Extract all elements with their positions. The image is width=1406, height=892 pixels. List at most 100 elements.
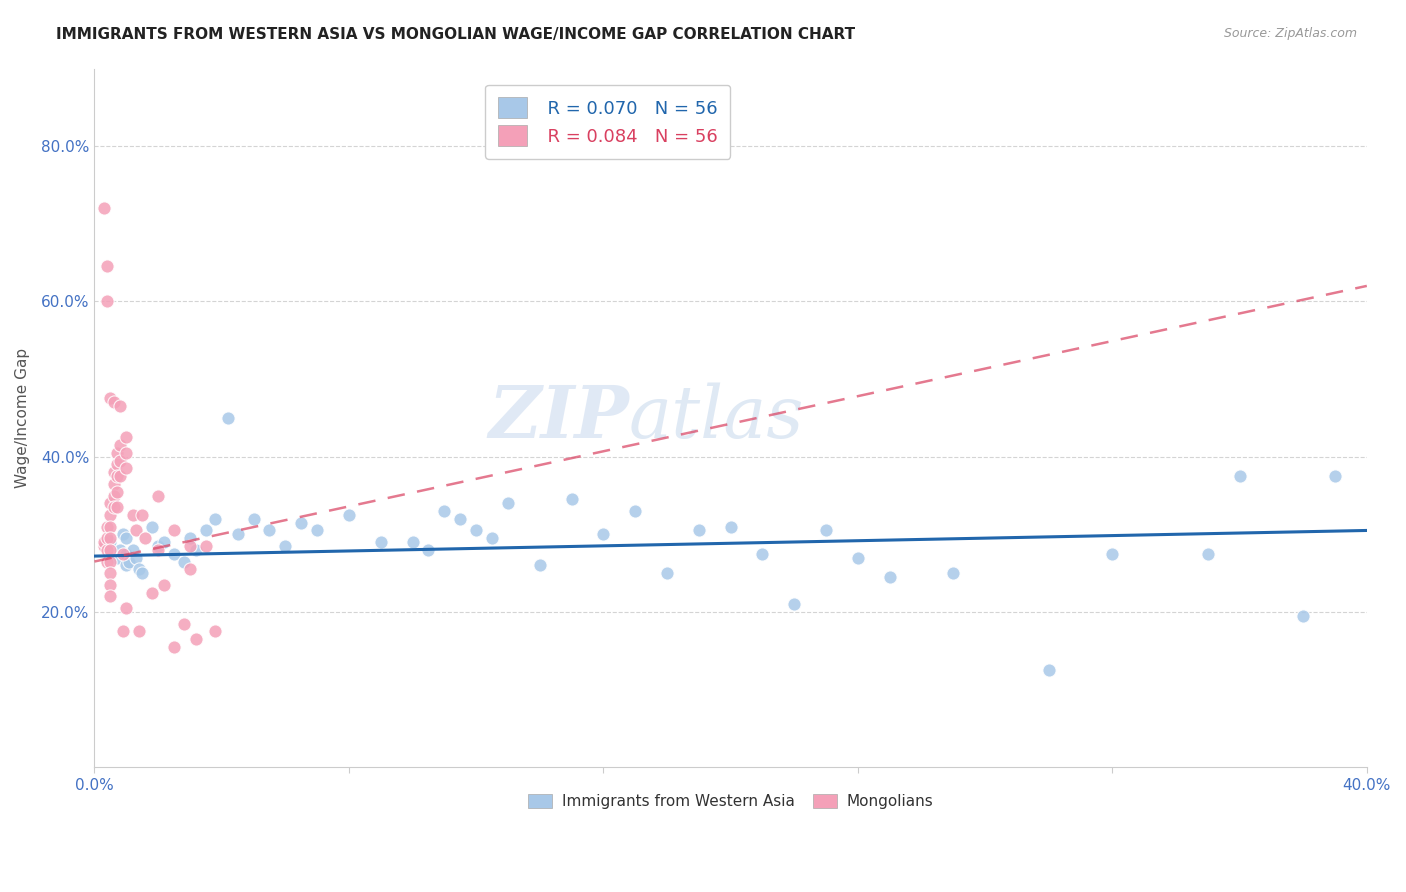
Point <box>108 542 131 557</box>
Point <box>93 535 115 549</box>
Point <box>751 547 773 561</box>
Point <box>496 496 519 510</box>
Point <box>194 539 217 553</box>
Point <box>163 547 186 561</box>
Point <box>783 597 806 611</box>
Point <box>274 539 297 553</box>
Point <box>100 392 122 406</box>
Point <box>226 527 249 541</box>
Point <box>103 465 125 479</box>
Point <box>105 550 128 565</box>
Point <box>128 562 150 576</box>
Point <box>100 496 122 510</box>
Point <box>121 542 143 557</box>
Point <box>1197 547 1219 561</box>
Text: atlas: atlas <box>628 383 804 453</box>
Point <box>179 531 201 545</box>
Point <box>121 508 143 522</box>
Point <box>115 461 138 475</box>
Point <box>131 508 153 522</box>
Point <box>105 469 128 483</box>
Point <box>259 524 281 538</box>
Point <box>96 260 118 274</box>
Point <box>846 550 869 565</box>
Point <box>1292 608 1315 623</box>
Y-axis label: Wage/Income Gap: Wage/Income Gap <box>15 348 30 488</box>
Point <box>173 555 195 569</box>
Text: ZIP: ZIP <box>488 383 628 453</box>
Point <box>96 555 118 569</box>
Point <box>112 527 135 541</box>
Point <box>128 624 150 639</box>
Point <box>96 294 118 309</box>
Point <box>815 524 838 538</box>
Point <box>449 512 471 526</box>
Point <box>1038 663 1060 677</box>
Point <box>108 399 131 413</box>
Point <box>115 601 138 615</box>
Point <box>242 512 264 526</box>
Point <box>1101 547 1123 561</box>
Text: IMMIGRANTS FROM WESTERN ASIA VS MONGOLIAN WAGE/INCOME GAP CORRELATION CHART: IMMIGRANTS FROM WESTERN ASIA VS MONGOLIA… <box>56 27 855 42</box>
Text: Source: ZipAtlas.com: Source: ZipAtlas.com <box>1223 27 1357 40</box>
Point <box>115 531 138 545</box>
Point <box>100 535 122 549</box>
Point <box>93 539 115 553</box>
Point <box>103 395 125 409</box>
Point <box>146 489 169 503</box>
Point <box>100 590 122 604</box>
Point <box>720 519 742 533</box>
Point <box>96 519 118 533</box>
Point <box>433 504 456 518</box>
Point <box>153 578 176 592</box>
Point <box>688 524 710 538</box>
Point <box>146 542 169 557</box>
Point <box>307 524 329 538</box>
Point <box>134 531 156 545</box>
Point <box>118 555 141 569</box>
Point <box>105 446 128 460</box>
Point <box>108 469 131 483</box>
Point <box>204 624 226 639</box>
Point <box>204 512 226 526</box>
Point <box>290 516 312 530</box>
Point <box>115 547 138 561</box>
Point <box>108 453 131 467</box>
Point <box>418 542 440 557</box>
Point <box>1324 469 1347 483</box>
Point <box>879 570 901 584</box>
Point <box>163 524 186 538</box>
Legend: Immigrants from Western Asia, Mongolians: Immigrants from Western Asia, Mongolians <box>522 789 939 815</box>
Point <box>179 562 201 576</box>
Point <box>115 558 138 573</box>
Point <box>100 542 122 557</box>
Point <box>93 201 115 215</box>
Point <box>112 547 135 561</box>
Point <box>125 524 148 538</box>
Point <box>100 531 122 545</box>
Point <box>186 632 208 647</box>
Point <box>96 542 118 557</box>
Point <box>194 524 217 538</box>
Point <box>529 558 551 573</box>
Point <box>100 519 122 533</box>
Point <box>131 566 153 581</box>
Point <box>146 539 169 553</box>
Point <box>103 500 125 515</box>
Point <box>179 539 201 553</box>
Point <box>942 566 965 581</box>
Point <box>481 531 503 545</box>
Point <box>112 624 135 639</box>
Point <box>655 566 678 581</box>
Point <box>108 438 131 452</box>
Point <box>105 484 128 499</box>
Point <box>100 555 122 569</box>
Point <box>186 542 208 557</box>
Point <box>217 410 239 425</box>
Point <box>100 508 122 522</box>
Point <box>370 535 392 549</box>
Point <box>141 519 163 533</box>
Point <box>115 446 138 460</box>
Point <box>103 476 125 491</box>
Point <box>401 535 423 549</box>
